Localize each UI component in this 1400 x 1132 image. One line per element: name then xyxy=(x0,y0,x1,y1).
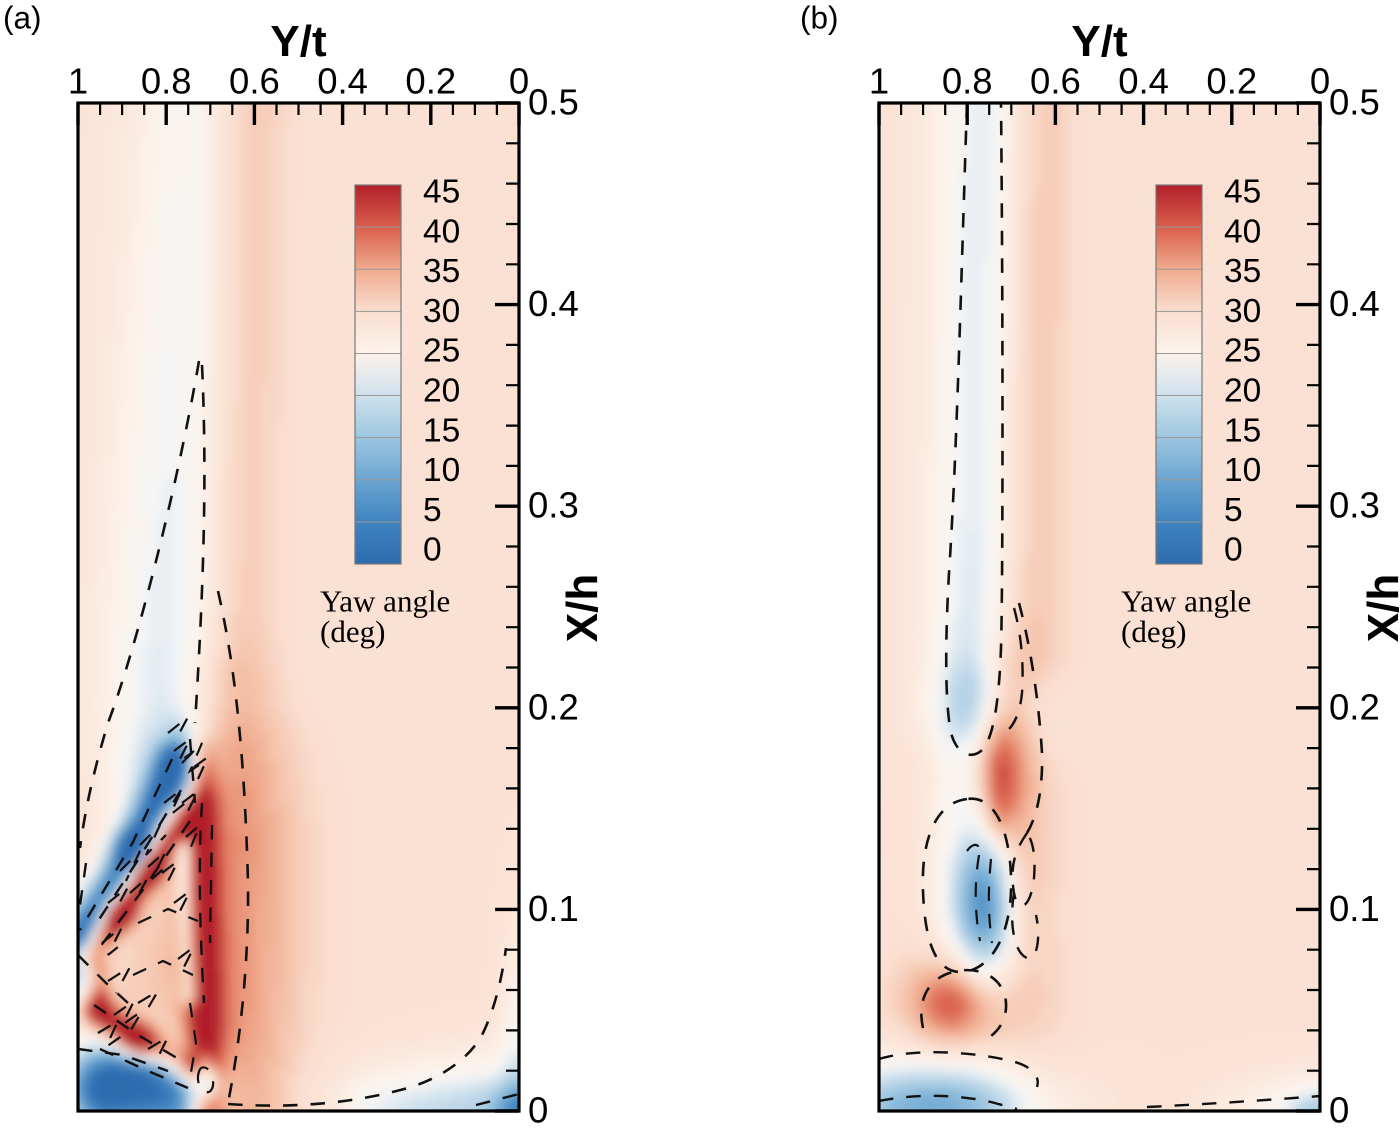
svg-text:10: 10 xyxy=(423,452,460,489)
svg-text:20: 20 xyxy=(1224,373,1261,410)
svg-text:5: 5 xyxy=(423,492,442,529)
svg-text:15: 15 xyxy=(423,412,460,449)
svg-text:1: 1 xyxy=(68,61,88,102)
svg-text:0.4: 0.4 xyxy=(528,283,579,324)
svg-text:0.3: 0.3 xyxy=(528,485,579,526)
svg-text:0: 0 xyxy=(509,61,529,102)
svg-text:45: 45 xyxy=(423,174,460,211)
svg-text:0.6: 0.6 xyxy=(1030,61,1081,102)
svg-text:30: 30 xyxy=(423,293,460,330)
svg-text:Yaw angle: Yaw angle xyxy=(320,584,450,619)
svg-text:0: 0 xyxy=(423,532,442,569)
svg-text:Y/t: Y/t xyxy=(1071,17,1128,66)
svg-text:5: 5 xyxy=(1224,492,1243,529)
svg-text:0: 0 xyxy=(528,1090,548,1128)
svg-text:(deg): (deg) xyxy=(1121,614,1186,649)
svg-text:0.8: 0.8 xyxy=(942,61,993,102)
svg-text:0.5: 0.5 xyxy=(528,82,579,123)
svg-text:(deg): (deg) xyxy=(320,614,385,649)
svg-text:15: 15 xyxy=(1224,412,1261,449)
svg-text:10: 10 xyxy=(1224,452,1261,489)
svg-text:(a): (a) xyxy=(3,0,42,36)
svg-text:X/h: X/h xyxy=(1359,574,1400,642)
svg-text:0.4: 0.4 xyxy=(1329,283,1380,324)
svg-text:40: 40 xyxy=(423,213,460,250)
svg-text:20: 20 xyxy=(423,373,460,410)
svg-text:0.3: 0.3 xyxy=(1329,485,1380,526)
svg-text:30: 30 xyxy=(1224,293,1261,330)
svg-text:0.6: 0.6 xyxy=(229,61,280,102)
svg-text:0.8: 0.8 xyxy=(141,61,192,102)
svg-text:0: 0 xyxy=(1224,532,1243,569)
svg-text:0.2: 0.2 xyxy=(528,686,579,727)
svg-text:0.2: 0.2 xyxy=(405,61,456,102)
svg-text:0.1: 0.1 xyxy=(1329,888,1380,929)
svg-text:25: 25 xyxy=(423,333,460,370)
svg-text:Y/t: Y/t xyxy=(270,17,327,66)
svg-text:1: 1 xyxy=(869,61,889,102)
svg-text:0.1: 0.1 xyxy=(528,888,579,929)
svg-text:0.4: 0.4 xyxy=(317,61,368,102)
svg-text:25: 25 xyxy=(1224,333,1261,370)
svg-text:(b): (b) xyxy=(800,0,839,36)
svg-text:X/h: X/h xyxy=(558,574,607,642)
svg-text:0.5: 0.5 xyxy=(1329,82,1380,123)
svg-text:0.2: 0.2 xyxy=(1206,61,1257,102)
svg-text:0: 0 xyxy=(1310,61,1330,102)
svg-text:40: 40 xyxy=(1224,213,1261,250)
svg-text:0.2: 0.2 xyxy=(1329,686,1380,727)
svg-text:Yaw angle: Yaw angle xyxy=(1121,584,1251,619)
svg-text:45: 45 xyxy=(1224,174,1261,211)
svg-text:35: 35 xyxy=(1224,253,1261,290)
svg-text:0.4: 0.4 xyxy=(1118,61,1169,102)
svg-text:0: 0 xyxy=(1329,1090,1349,1128)
svg-text:35: 35 xyxy=(423,253,460,290)
